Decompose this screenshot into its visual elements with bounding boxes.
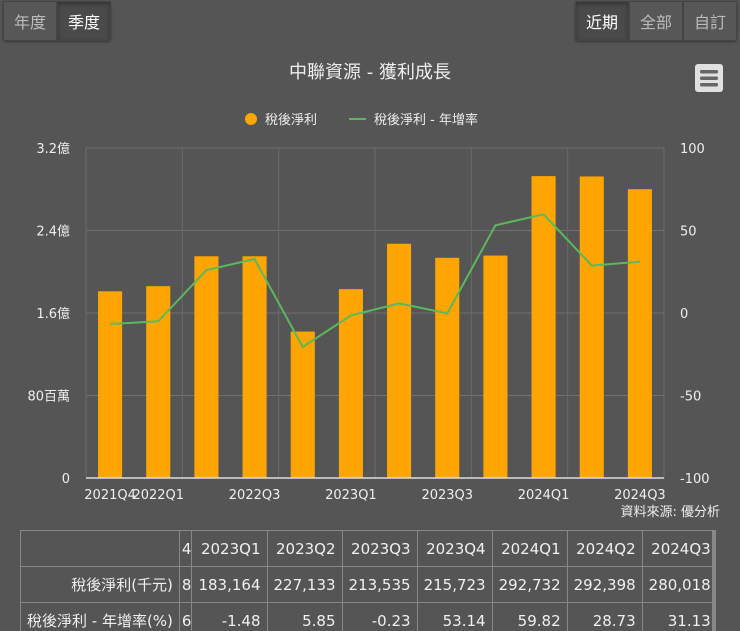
bar [146,286,171,478]
left-axis-tick-label: 2.4億 [36,224,70,240]
table-header-cell: 2024Q2 [566,530,643,567]
left-axis-tick-label: 1.6億 [36,306,70,322]
table-cell: -1.48 [191,602,268,631]
table-cell: 292,732 [491,566,568,603]
table-cell: 53.14 [416,602,493,631]
recent-button[interactable]: 近期 [574,1,629,41]
table-header-cell: 2023Q3 [341,530,418,567]
row-label: 稅後淨利(千元) [20,566,180,603]
bar [387,243,412,478]
legend: 稅後淨利 稅後淨利 - 年增率 [245,112,478,128]
bar [627,189,652,478]
bar [194,256,219,478]
table-cell: 227,133 [266,566,343,603]
hamburger-icon [700,70,718,87]
left-axis-tick-label: 80百萬 [27,390,70,405]
table-cell: 292,398 [566,566,643,603]
table-header-cell: 2023Q1 [191,530,268,567]
menu-button[interactable] [695,64,723,92]
legend-line-label: 稅後淨利 - 年增率 [374,112,478,128]
data-source: 資料來源: 優分析 [620,505,720,520]
table-cell: 280,018 [641,566,712,603]
table-header-cell: 2023Q4 [416,530,493,567]
chart-title: 中聯資源 - 獲利成長 [289,62,451,83]
right-axis-tick-label: 50 [680,225,697,240]
legend-item-bar[interactable]: 稅後淨利 [245,113,317,128]
table-header-cell: 4 [178,530,193,567]
table-cell: 6 [178,602,193,631]
bar [290,331,315,478]
x-axis-tick-label: 2022Q3 [229,488,281,503]
table-cell: -0.23 [341,602,418,631]
right-axis-tick-label: 0 [680,307,688,322]
growth-line [110,213,640,349]
annual-button[interactable]: 年度 [3,1,58,41]
table-cell: 183,164 [191,566,268,603]
table-header-cell: 2024Q1 [491,530,568,567]
table-cell: 31.13 [641,602,712,631]
bar [531,176,556,478]
table-cell: 59.82 [491,602,568,631]
table-row: 稅後淨利(千元) 8 183,164 227,133 213,535 215,7… [20,566,712,603]
bar [98,291,123,478]
x-axis-tick-label: 2023Q1 [325,488,377,503]
custom-button[interactable]: 自訂 [682,1,737,41]
table-cell: 5.85 [266,602,343,631]
table-header-cell: 2024Q3 [641,530,712,567]
legend-item-line[interactable]: 稅後淨利 - 年增率 [349,112,478,128]
x-axis-tick-label: 2024Q3 [614,488,666,503]
table-cell: 213,535 [341,566,418,603]
left-axis-tick-label: 3.2億 [36,141,70,157]
bar [242,256,267,478]
data-table-scroll[interactable]: 4 2023Q1 2023Q2 2023Q3 2023Q4 2024Q1 202… [20,530,716,631]
table-corner [20,530,180,567]
x-axis-tick-label: 2024Q1 [518,488,570,503]
right-axis-tick-label: -50 [680,390,701,405]
bar [483,255,508,478]
bar [338,289,363,478]
bar [579,176,604,478]
range-toggle: 近期 全部 自訂 [574,1,737,41]
left-axis-tick-label: 0 [62,472,70,487]
table-cell: 215,723 [416,566,493,603]
right-axis-tick-label: -100 [680,472,710,487]
x-axis-tick-label: 2021Q4 [84,488,136,503]
table-cell: 28.73 [566,602,643,631]
legend-bar-label: 稅後淨利 [265,113,317,128]
profit-growth-chart: 中聯資源 - 獲利成長 稅後淨利 稅後淨利 - 年增率 0 80百萬 1.6億 2.4… [27,62,723,520]
legend-bar-marker [245,113,257,125]
quarterly-button[interactable]: 季度 [57,1,112,41]
right-axis-tick-label: 100 [680,142,705,157]
x-axis-tick-label: 2022Q1 [132,488,184,503]
table-row: 稅後淨利 - 年增率(%) 6 -1.48 5.85 -0.23 53.14 5… [20,602,712,631]
x-axis-tick-label: 2023Q3 [421,488,473,503]
period-toggle: 年度 季度 [3,1,112,41]
bar [435,257,460,478]
all-button[interactable]: 全部 [628,1,683,41]
table-cell: 8 [178,566,193,603]
table-header-cell: 2023Q2 [266,530,343,567]
row-label: 稅後淨利 - 年增率(%) [20,602,180,631]
data-table: 4 2023Q1 2023Q2 2023Q3 2023Q4 2024Q1 202… [20,530,712,631]
table-header-row: 4 2023Q1 2023Q2 2023Q3 2023Q4 2024Q1 202… [20,530,712,567]
